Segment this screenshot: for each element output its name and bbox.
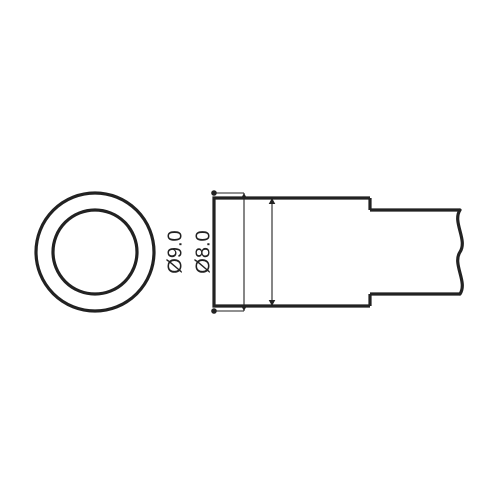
dimension-label-outer: Ø9.0 [164,230,186,273]
dimension-label-inner: Ø8.0 [192,230,214,273]
